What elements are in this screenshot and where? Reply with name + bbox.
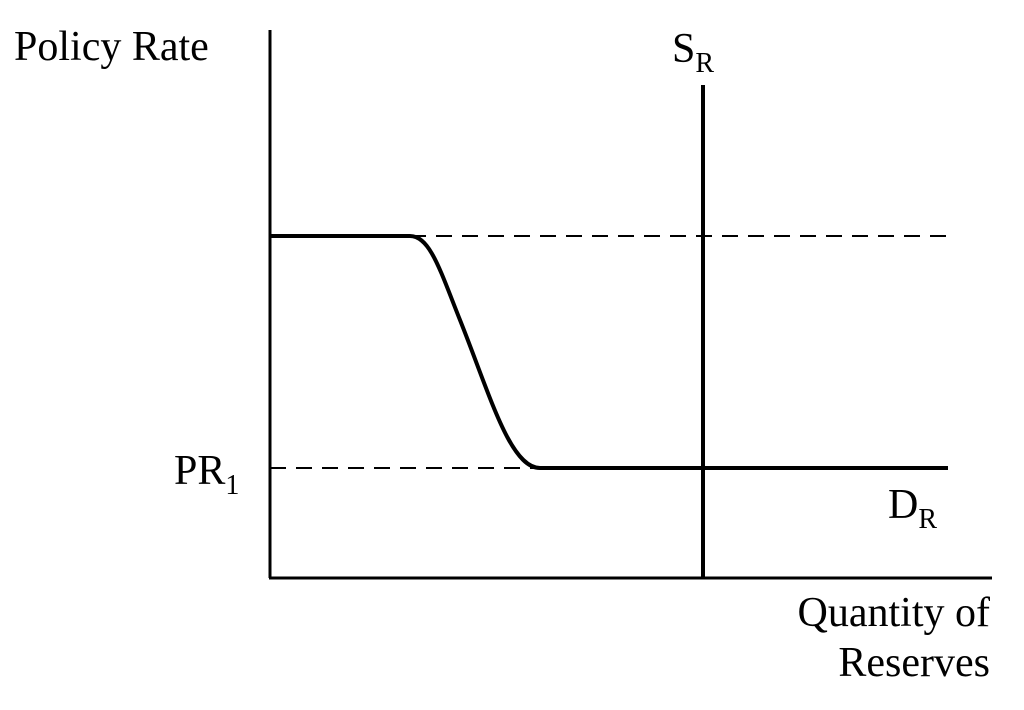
rate-label: PR1 xyxy=(174,448,239,501)
supply-subscript: R xyxy=(695,48,714,79)
y-axis-label: Policy Rate xyxy=(14,24,209,70)
rate-letters: PR xyxy=(174,448,225,494)
rate-subscript: 1 xyxy=(225,470,239,501)
supply-label: SR xyxy=(672,26,714,79)
x-axis-label-line2: Reserves xyxy=(838,640,990,686)
demand-label: DR xyxy=(888,482,937,535)
demand-curve xyxy=(270,234,948,470)
supply-letter: S xyxy=(672,26,695,72)
x-axis-label-line1: Quantity of xyxy=(798,590,990,636)
demand-letter: D xyxy=(888,482,918,528)
demand-subscript: R xyxy=(918,504,937,535)
